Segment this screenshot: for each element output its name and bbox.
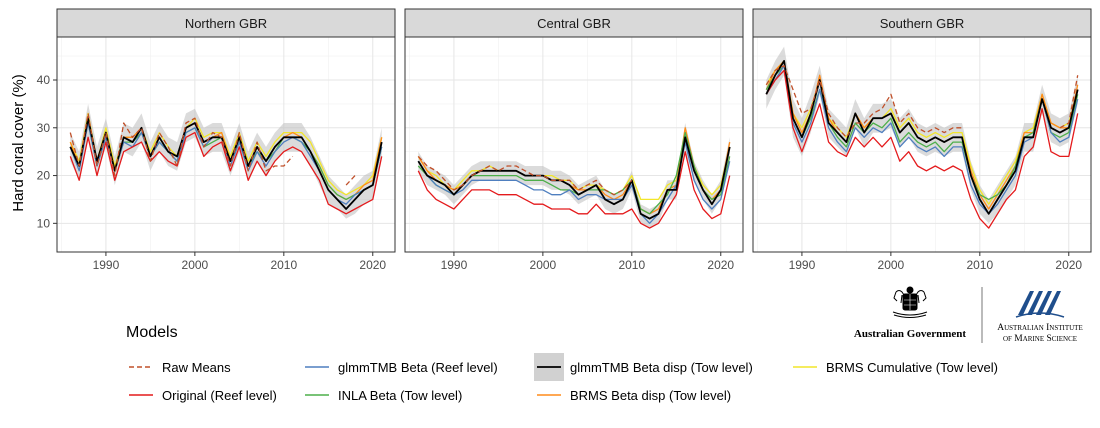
y-tick-label: 10 bbox=[37, 216, 51, 230]
facet-panels: Northern GBR 1990 2000 2010 2020 10 20 30 40 Cent… bbox=[37, 8, 1092, 272]
x-tick-label: 2010 bbox=[618, 258, 645, 272]
series-group bbox=[765, 46, 1079, 229]
x-tick-label: 2010 bbox=[270, 258, 297, 272]
x-tick-label: 2010 bbox=[966, 258, 993, 272]
legend-label: BRMS Beta disp (Tow level) bbox=[570, 388, 731, 403]
x-tick-label: 2020 bbox=[1055, 258, 1082, 272]
panel-northern-gbr: Northern GBR 1990 2000 2010 2020 10 20 30 40 bbox=[37, 8, 396, 272]
legend-item-glmmtmb-beta-reef-level: glmmTMB Beta (Reef level) bbox=[305, 360, 498, 375]
series-line-original-reef-level bbox=[69, 131, 383, 215]
coat-of-arms-icon bbox=[892, 286, 928, 318]
series-line-glmmtmb-beta-disp-tow-level bbox=[417, 136, 731, 220]
legend: Models Raw Means Original (Reef level) glm… bbox=[126, 324, 998, 403]
x-tick-label: 2000 bbox=[530, 258, 557, 272]
australian-government-logo: Australian Government bbox=[854, 286, 966, 340]
y-tick-label: 20 bbox=[37, 169, 51, 183]
legend-item-brms-beta-disp-tow-level: BRMS Beta disp (Tow level) bbox=[537, 388, 731, 403]
aims-emblem-icon bbox=[1015, 291, 1065, 318]
plot-border bbox=[56, 36, 396, 253]
facet-strip-label: Southern GBR bbox=[880, 16, 965, 31]
facet-strip bbox=[404, 8, 744, 38]
facet-strip bbox=[752, 8, 1092, 38]
legend-item-raw-means: Raw Means bbox=[129, 360, 231, 375]
x-tick-label: 2000 bbox=[878, 258, 905, 272]
series-line-raw-means bbox=[417, 155, 633, 196]
y-tick-label: 30 bbox=[37, 121, 51, 135]
legend-label: glmmTMB Beta (Reef level) bbox=[338, 360, 498, 375]
x-tick-label: 2020 bbox=[359, 258, 386, 272]
plot-border bbox=[404, 36, 744, 253]
aims-logo-text-2: of Marine Science bbox=[1003, 334, 1077, 344]
legend-title: Models bbox=[126, 324, 178, 341]
series-line-original-reef-level bbox=[417, 151, 731, 229]
x-tick-label: 1990 bbox=[441, 258, 468, 272]
series-group bbox=[69, 103, 383, 219]
series-group bbox=[417, 123, 731, 229]
legend-label: Original (Reef level) bbox=[162, 388, 277, 403]
panel-southern-gbr: Southern GBR 1990 2000 2010 2020 bbox=[752, 8, 1092, 272]
plot-border bbox=[752, 36, 1092, 253]
y-axis-label: Hard coral cover (%) bbox=[10, 74, 27, 212]
gov-logo-text: Australian Government bbox=[854, 328, 966, 340]
facet-strip-label: Central GBR bbox=[537, 16, 611, 31]
panel-central-gbr: Central GBR 1990 2000 2010 2020 bbox=[404, 8, 744, 272]
legend-label: Raw Means bbox=[162, 360, 231, 375]
facet-strip bbox=[56, 8, 396, 38]
legend-item-glmmtmb-beta-disp-tow-level: glmmTMB Beta disp (Tow level) bbox=[534, 353, 753, 381]
facet-strip-label: Northern GBR bbox=[185, 16, 267, 31]
x-tick-label: 1990 bbox=[93, 258, 120, 272]
aims-logo-text-1: Australian Institute bbox=[997, 323, 1083, 333]
x-tick-label: 2020 bbox=[707, 258, 734, 272]
logos: Australian Government Australian Institu… bbox=[854, 286, 1083, 344]
legend-item-inla-beta-tow-level: INLA Beta (Tow level) bbox=[305, 388, 462, 403]
series-line-original-reef-level bbox=[765, 69, 1079, 229]
legend-label: glmmTMB Beta disp (Tow level) bbox=[570, 360, 753, 375]
series-line-glmmtmb-beta-disp-tow-level bbox=[69, 117, 383, 210]
legend-label: INLA Beta (Tow level) bbox=[338, 388, 462, 403]
x-tick-label: 1990 bbox=[789, 258, 816, 272]
legend-item-brms-cumulative-tow-level: BRMS Cumulative (Tow level) bbox=[793, 360, 998, 375]
series-line-glmmtmb-beta-reef-level bbox=[765, 65, 1079, 215]
plot-area bbox=[405, 37, 743, 252]
legend-label: BRMS Cumulative (Tow level) bbox=[826, 360, 998, 375]
x-tick-label: 2000 bbox=[182, 258, 209, 272]
y-tick-label: 40 bbox=[37, 73, 51, 87]
confidence-ribbon bbox=[70, 103, 382, 219]
legend-item-original-reef-level: Original (Reef level) bbox=[129, 388, 277, 403]
aims-logo: Australian Institute of Marine Science bbox=[997, 291, 1083, 344]
series-line-raw-means bbox=[765, 65, 1079, 138]
